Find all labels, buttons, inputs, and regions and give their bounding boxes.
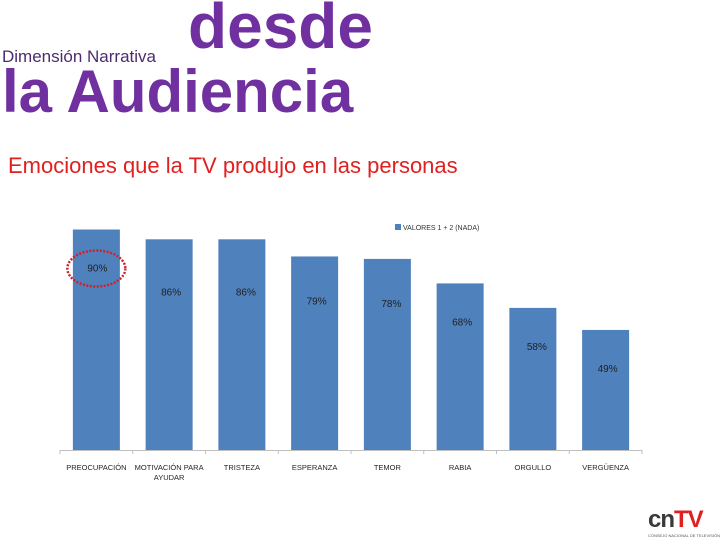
x-tick-label-5: TEMOR: [374, 463, 402, 472]
bar-1: [72, 229, 120, 450]
title-line-audiencia: la Audiencia: [2, 58, 354, 125]
data-label-6: 68%: [452, 317, 472, 328]
bar-4: [291, 256, 339, 450]
bar-6: [436, 283, 484, 450]
legend-label: VALORES 1 + 2 (NADA): [403, 225, 479, 232]
bar-2: [145, 239, 193, 450]
data-label-4: 79%: [307, 296, 327, 307]
legend-swatch: [395, 224, 401, 230]
data-label-3: 86%: [236, 287, 256, 298]
x-tick-label-6: RABIA: [449, 463, 472, 472]
x-tick-label-2: MOTIVACIÓN PARA: [135, 463, 204, 472]
x-tick-label-7: ORGULLO: [515, 463, 552, 472]
data-label-7: 58%: [527, 342, 547, 353]
logo-wordmark: cnTV: [648, 508, 720, 532]
x-tick-label-3: TRISTEZA: [224, 463, 260, 472]
data-label-8: 49%: [598, 364, 618, 375]
bar-8: [582, 329, 630, 450]
bar-3: [218, 239, 266, 450]
section-heading: Emociones que la TV produjo en las perso…: [8, 153, 458, 178]
x-tick-label-8: VERGÜENZA: [582, 463, 629, 472]
chart-legend: VALORES 1 + 2 (NADA): [395, 224, 479, 232]
chart-bars: [72, 229, 630, 450]
bar-7: [509, 307, 557, 450]
x-tick-label-1: PREOCUPACIÓN: [66, 463, 126, 472]
chart-highlight: [66, 249, 127, 288]
bar-5: [363, 258, 411, 450]
data-label-5: 78%: [381, 299, 401, 310]
chart-data-labels: 90% 86% 86% 79% 78% 68% 58% 49%: [87, 264, 617, 375]
x-tick-label-4: ESPERANZA: [292, 463, 337, 472]
subtitle: Dimensión Narrativa: [2, 47, 156, 66]
title-word-desde: desde: [188, 0, 373, 62]
logo-wordmark-tv: TV: [674, 506, 704, 533]
x-tick-label-2: AYUDAR: [154, 473, 185, 482]
emotions-bar-chart: VALORES 1 + 2 (NADA) 90% 86% 86% 79% 78% 68% 5…: [59, 224, 643, 482]
logo-tagline: CONSEJO NACIONAL DE TELEVISIÓN: [648, 533, 720, 538]
data-label-2: 86%: [161, 287, 181, 298]
data-label-1: 90%: [87, 264, 107, 275]
highlight-circle: [66, 249, 127, 288]
cntv-logo: cnTV CONSEJO NACIONAL DE TELEVISIÓN: [648, 508, 720, 540]
logo-wordmark-cn: cn: [648, 506, 675, 533]
